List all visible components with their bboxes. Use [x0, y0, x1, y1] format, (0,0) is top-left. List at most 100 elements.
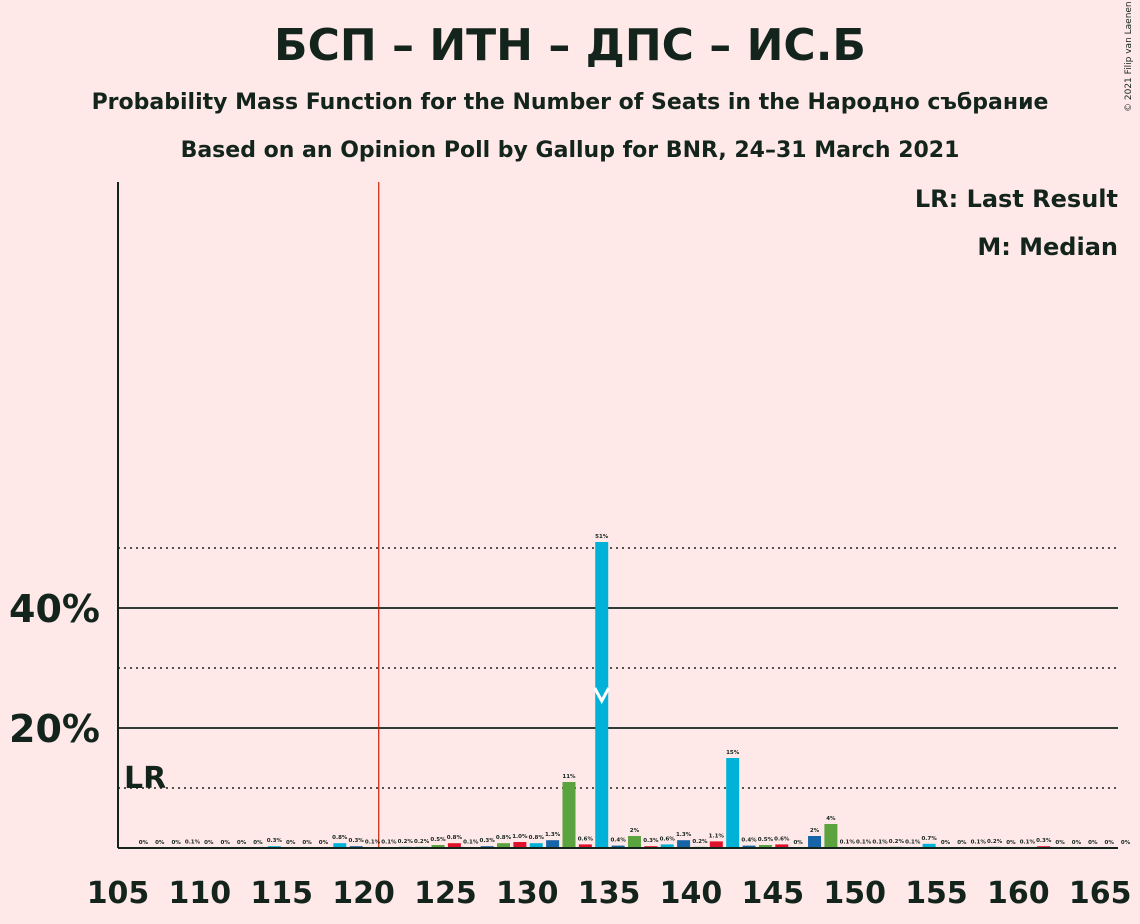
bar-value-label: 0.1% [365, 839, 381, 845]
bar-value-label: 0% [221, 840, 231, 846]
x-tick-label: 130 [496, 876, 559, 911]
chart-subtitle: Probability Mass Function for the Number… [91, 90, 1049, 115]
bar-value-label: 0% [155, 840, 165, 846]
bar-value-label: 11% [562, 774, 576, 780]
x-tick-label: 125 [414, 876, 477, 911]
bar-value-label: 0.7% [921, 836, 937, 842]
bar-value-label: 0.3% [643, 838, 659, 844]
bar-value-label: 0% [139, 840, 149, 846]
bar-seats-128 [497, 843, 511, 848]
bar-value-label: 0% [237, 840, 247, 846]
x-tick-label: 135 [578, 876, 641, 911]
bar-seats-131 [546, 840, 560, 848]
bar-value-label: 0.2% [987, 839, 1003, 845]
bar-value-label: 0% [957, 840, 967, 846]
chart-title: БСП – ИТН – ДПС – ИС.Б [274, 20, 866, 71]
bar-value-label: 1.3% [545, 832, 561, 838]
bar-value-label: 0% [793, 840, 803, 846]
bar-seats-139 [677, 840, 691, 848]
bar-value-label: 0.8% [332, 835, 348, 841]
bar-value-label: 2% [810, 828, 820, 834]
bar-seats-144 [758, 845, 772, 848]
bar-value-label: 0% [319, 840, 329, 846]
bar-seats-142 [726, 758, 740, 848]
bar-seats-147 [808, 836, 822, 848]
bar-value-label: 0.1% [463, 839, 479, 845]
bar-value-label: 0% [302, 840, 312, 846]
legend-median: M: Median [977, 233, 1118, 261]
bar-seats-136 [627, 836, 641, 848]
bar-value-label: 4% [826, 816, 836, 822]
bar-value-label: 0.2% [414, 839, 430, 845]
bar-seats-124 [431, 845, 445, 848]
x-tick-label: 160 [987, 876, 1050, 911]
chart-subtitle-poll: Based on an Opinion Poll by Gallup for B… [180, 138, 960, 163]
bar-value-label: 0.8% [496, 835, 512, 841]
bar-value-label: 0.4% [610, 838, 626, 844]
bar-value-label: 51% [595, 534, 609, 540]
x-tick-label: 105 [87, 876, 150, 911]
bar-seats-118 [333, 843, 347, 848]
bar-value-label: 0.3% [349, 838, 365, 844]
bar-value-label: 0.1% [381, 839, 397, 845]
bar-value-label: 0.1% [1020, 839, 1036, 845]
x-tick-label: 150 [823, 876, 886, 911]
x-tick-label: 165 [1069, 876, 1132, 911]
bar-value-label: 0% [1088, 840, 1098, 846]
legend-last-result: LR: Last Result [914, 185, 1118, 213]
bar-value-label: 0.1% [840, 839, 856, 845]
bar-value-label: 1.1% [709, 833, 725, 839]
bar-value-label: 0.2% [889, 839, 905, 845]
bar-seats-138 [660, 844, 674, 848]
x-tick-label: 145 [741, 876, 804, 911]
bar-value-label: 0.2% [692, 839, 708, 845]
bar-seats-148 [824, 824, 838, 848]
bar-value-label: 0.1% [905, 839, 921, 845]
bar-seats-130 [529, 843, 543, 848]
bar-value-label: 0.3% [1036, 838, 1052, 844]
bar-value-label: 0.4% [741, 838, 757, 844]
bar-value-label: 0.6% [578, 836, 594, 842]
bar-value-label: 0% [171, 840, 181, 846]
x-tick-label: 155 [905, 876, 968, 911]
bar-value-label: 1.0% [512, 834, 528, 840]
bar-seats-154 [922, 843, 936, 848]
bar-seats-143 [742, 845, 756, 848]
bar-value-label: 0.1% [856, 839, 872, 845]
bar-seats-135 [611, 845, 625, 848]
bar-seats-132 [562, 782, 576, 848]
bar-value-label: 0% [1121, 840, 1131, 846]
bar-seats-129 [513, 842, 527, 848]
bar-value-label: 0.3% [267, 838, 283, 844]
bar-value-label: 0% [204, 840, 214, 846]
bar-value-label: 0.1% [185, 839, 201, 845]
bar-seats-134 [595, 542, 609, 848]
bar-value-label: 0.1% [971, 839, 987, 845]
last-result-label: LR [124, 761, 166, 796]
x-tick-label: 115 [250, 876, 313, 911]
median-marker [593, 687, 611, 705]
bar-value-label: 0.8% [447, 835, 463, 841]
bar-value-label: 0.3% [480, 838, 496, 844]
bar-value-label: 2% [630, 828, 640, 834]
x-tick-label: 120 [332, 876, 395, 911]
bar-value-label: 0% [253, 840, 263, 846]
bar-value-label: 0.6% [660, 836, 676, 842]
bar-value-label: 0.5% [758, 837, 774, 843]
bar-seats-125 [447, 843, 461, 848]
bar-seats-145 [775, 844, 789, 848]
x-tick-label: 140 [660, 876, 723, 911]
bar-value-label: 1.3% [676, 832, 692, 838]
bar-value-label: 0.1% [872, 839, 888, 845]
bar-value-label: 0% [286, 840, 296, 846]
bar-value-label: 0% [1055, 840, 1065, 846]
bar-value-label: 0.2% [398, 839, 414, 845]
y-tick-label: 40% [9, 587, 100, 631]
bar-value-label: 0.5% [430, 837, 446, 843]
bar-value-label: 0% [1006, 840, 1016, 846]
bar-value-label: 0% [1105, 840, 1115, 846]
bar-value-label: 15% [726, 750, 740, 756]
bar-seats-141 [709, 841, 723, 848]
bar-value-label: 0% [1072, 840, 1082, 846]
